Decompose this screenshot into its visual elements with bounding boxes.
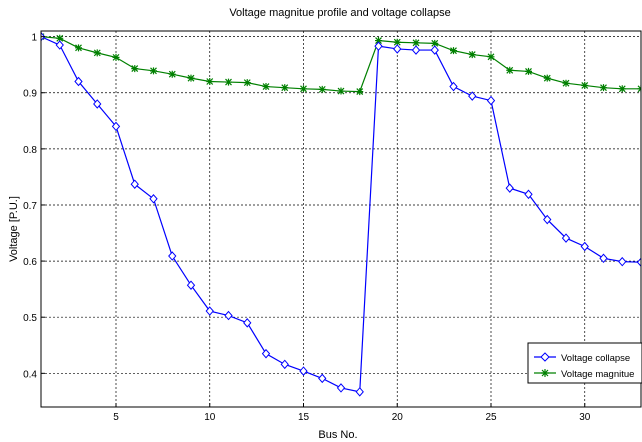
x-axis-label: Bus No. [318,429,357,441]
data-point [505,183,514,193]
x-tick-label: 30 [579,412,591,423]
data-point [299,366,308,376]
axis-ticks: 5 10 15 20 25 30 0.4 0.5 0.6 0.7 0.8 0.9 1 [23,33,591,423]
x-tick-label: 10 [204,412,216,423]
legend-box [527,342,642,384]
y-tick-label: 0.6 [23,257,37,268]
y-tick-label: 1 [31,33,37,44]
data-point [506,66,514,74]
data-point [600,84,607,92]
data-point [599,253,608,264]
data-point [205,306,214,316]
data-point [618,85,626,93]
data-point [375,37,382,45]
data-point [168,70,176,78]
data-point [468,51,476,59]
data-point [486,95,496,106]
series-line-voltage-magnitue [41,36,641,93]
data-point [468,91,477,101]
data-point [562,79,570,87]
data-point [337,87,345,95]
series-layer [41,31,641,397]
y-tick-label: 0.9 [23,89,37,100]
data-point [168,251,177,261]
data-point [149,194,158,204]
legend-marker-voltage-collapse [540,352,550,362]
data-point [206,78,214,86]
x-tick-label: 15 [298,412,310,423]
plot-frame [40,30,642,408]
grid-lines [41,31,641,407]
chart-title: Voltage magnitue profile and voltage col… [229,7,450,19]
data-point [224,310,233,321]
y-tick-label: 0.5 [23,313,37,324]
data-point [543,214,552,225]
legend: Voltage collapse Voltage magnitue [527,342,642,384]
data-point [75,44,82,52]
data-point [356,88,364,96]
x-tick-label: 25 [485,412,497,423]
x-tick-label: 5 [113,412,119,423]
data-point [243,79,251,87]
data-point [487,53,495,61]
data-point [225,78,232,86]
data-point [300,85,307,93]
data-point [318,373,327,384]
data-point [187,74,195,82]
data-point [74,76,83,87]
data-point [431,39,439,47]
y-tick-label: 0.7 [23,201,37,212]
data-point [374,41,383,51]
data-point [450,47,457,55]
data-point [55,40,64,50]
data-point [150,67,157,75]
data-point [186,280,196,290]
data-point [393,44,402,54]
data-point [525,67,532,75]
data-point [412,39,420,47]
data-point [543,74,551,82]
data-point [580,241,589,252]
data-point [636,257,641,267]
data-point [581,81,589,89]
y-tick-label: 0.8 [23,145,37,156]
data-point [280,359,289,370]
data-point [281,84,289,92]
data-point [618,256,627,267]
data-point [93,49,101,57]
legend-marker-voltage-magnitue [541,369,549,377]
data-point [336,383,346,393]
data-point [261,348,271,359]
data-point [130,179,139,189]
legend-label-voltage-collapse: Voltage collapse [561,353,630,364]
data-point [449,81,458,92]
data-point [56,34,64,42]
data-point [262,83,270,91]
series-voltage-magnitue [41,33,641,96]
data-point [131,65,139,73]
x-tick-label: 20 [392,412,404,423]
data-point [112,53,120,61]
legend-label-voltage-magnitue: Voltage magnitue [561,369,634,380]
y-tick-label: 0.4 [23,369,37,380]
y-axis-label: Voltage [P.U.] [8,196,20,262]
data-point [243,318,252,328]
data-point [111,121,121,132]
data-point [524,189,533,200]
data-point [355,387,364,397]
data-point [93,99,102,109]
data-point [318,85,326,93]
series-voltage-collapse [41,31,641,397]
data-point [411,45,421,55]
data-point [561,233,571,243]
data-point [430,45,439,55]
data-point [393,38,401,46]
